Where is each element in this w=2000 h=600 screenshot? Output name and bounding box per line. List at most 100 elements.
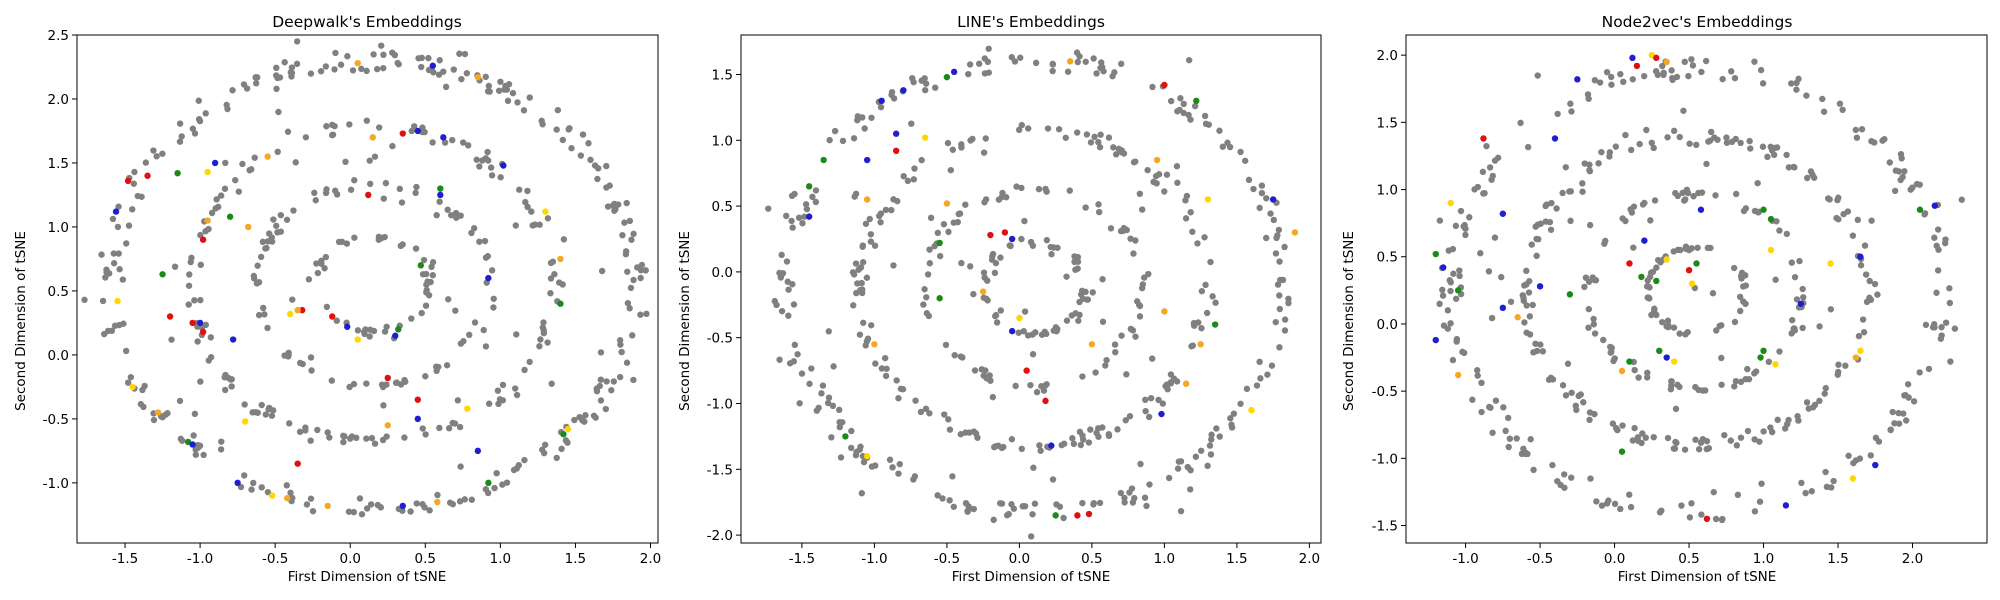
scatter-point (1756, 438, 1763, 445)
scatter-point (571, 416, 578, 424)
scatter-point (1112, 151, 1120, 158)
scatter-point (1087, 139, 1095, 146)
scatter-point (1849, 232, 1857, 239)
scatter-point (982, 135, 989, 142)
scatter-point (1187, 467, 1194, 474)
scatter-point (1868, 217, 1875, 224)
scatter-point (1654, 71, 1662, 79)
colored-point (399, 502, 406, 510)
scatter-point (1788, 80, 1795, 87)
scatter-point (881, 354, 889, 362)
scatter-point (866, 215, 873, 223)
scatter-point (783, 258, 791, 265)
scatter-point (482, 254, 490, 261)
y-axis-label: Second Dimension of tSNE (677, 231, 693, 411)
colored-point (1269, 196, 1277, 203)
scatter-point (911, 165, 918, 172)
scatter-point (150, 416, 158, 424)
scatter-point (1842, 362, 1849, 369)
scatter-point (217, 446, 225, 453)
y-tick-label: -1.0 (43, 476, 69, 492)
colored-point (204, 217, 211, 224)
scatter-point (1549, 461, 1556, 469)
colored-point (1697, 206, 1705, 213)
scatter-point (1163, 383, 1170, 390)
colored-point (1772, 361, 1779, 368)
scatter-point (394, 59, 401, 67)
scatter-point (1857, 262, 1865, 269)
scatter-point (296, 359, 304, 367)
scatter-point (951, 352, 958, 359)
scatter-point (1097, 131, 1104, 138)
scatter-point (858, 279, 865, 287)
scatter-point (1866, 277, 1873, 285)
colored-point (329, 313, 336, 320)
scatter-point (1585, 305, 1593, 313)
scatter-point (426, 507, 433, 514)
scatter-point (1070, 440, 1078, 448)
scatter-point (1606, 149, 1614, 156)
colored-point (1653, 277, 1660, 285)
scatter-point (1058, 441, 1065, 449)
scatter-point (239, 160, 246, 168)
scatter-point (513, 391, 521, 399)
scatter-point (468, 496, 476, 503)
scatter-point (912, 397, 919, 404)
subplot-line: LINE's Embeddings First Dimension of tSN… (677, 13, 1322, 585)
scatter-point (371, 153, 379, 160)
scatter-point (1628, 146, 1635, 154)
scatter-point (790, 301, 798, 308)
scatter-point (1149, 83, 1156, 91)
scatter-point (1586, 166, 1593, 174)
scatter-point (389, 142, 396, 150)
scatter-point (1828, 484, 1835, 491)
scatter-point (643, 310, 650, 318)
scatter-point (1182, 215, 1190, 222)
scatter-point (1488, 176, 1495, 183)
scatter-point (1050, 244, 1057, 251)
scatter-point (1680, 107, 1687, 114)
scatter-point (955, 210, 962, 218)
scatter-point (331, 66, 338, 73)
scatter-point (1935, 246, 1942, 253)
scatter-point (129, 206, 136, 213)
scatter-point (208, 209, 216, 217)
scatter-point (125, 222, 133, 229)
scatter-point (1205, 121, 1212, 128)
scatter-point (1619, 215, 1626, 222)
colored-point (936, 239, 943, 247)
colored-point (542, 208, 549, 215)
scatter-point (1660, 71, 1667, 79)
scatter-point (825, 394, 833, 401)
colored-point (1849, 475, 1857, 482)
scatter-point (1830, 477, 1837, 485)
scatter-point (1590, 315, 1597, 323)
scatter-point (1180, 100, 1187, 108)
scatter-point (491, 484, 498, 492)
scatter-point (200, 451, 207, 459)
scatter-point (934, 229, 942, 237)
scatter-point (1835, 361, 1842, 368)
scatter-point (1030, 464, 1037, 471)
scatter-point (1439, 286, 1446, 294)
scatter-point (852, 451, 860, 459)
scatter-point (1644, 277, 1651, 284)
scatter-point (587, 156, 594, 164)
scatter-point (415, 55, 422, 62)
colored-point (144, 172, 151, 179)
scatter-point (363, 380, 370, 387)
scatter-point (254, 262, 261, 269)
scatter-point (273, 222, 280, 230)
scatter-point (1117, 489, 1125, 497)
scatter-point (852, 190, 860, 197)
scatter-point (1192, 453, 1200, 460)
colored-point (1193, 97, 1200, 105)
scatter-point (1620, 78, 1627, 86)
scatter-point (363, 505, 371, 512)
y-tick-label: 0.5 (1377, 250, 1398, 266)
scatter-point (594, 175, 601, 183)
y-tick-label: -1.5 (707, 462, 733, 478)
colored-point (440, 134, 447, 141)
scatter-point (1728, 68, 1735, 75)
scatter-point (980, 372, 987, 379)
